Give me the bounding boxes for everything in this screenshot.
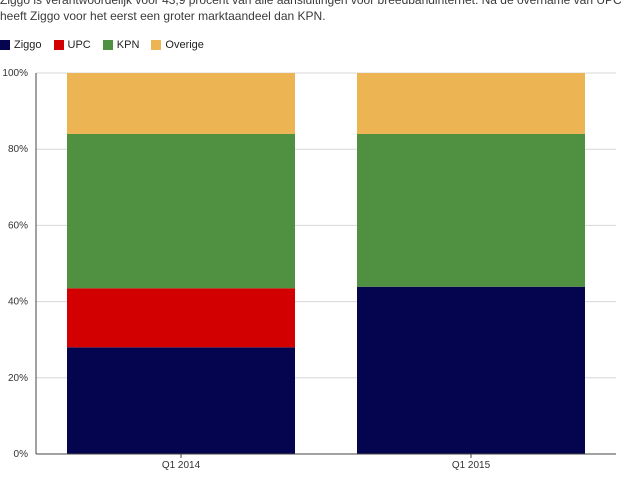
chart-subtitle: Ziggo is verantwoordelijk voor 43,9 proc… — [0, 0, 622, 23]
bar-segment-kpn-q1-2014 — [67, 133, 295, 289]
y-tick-label: 0% — [14, 449, 29, 460]
bar-segment-ziggo-q1-2015 — [357, 286, 585, 454]
legend-swatch-ziggo — [0, 40, 10, 50]
bar-segment-upc-q1-2014 — [67, 288, 295, 348]
bar-segment-kpn-q1-2015 — [357, 133, 585, 287]
bar-segment-overige-q1-2015 — [357, 73, 585, 134]
y-tick-label: 100% — [2, 68, 28, 79]
x-tick-label: Q1 2015 — [452, 460, 491, 471]
legend-swatch-overige — [151, 40, 162, 50]
y-tick-label: 80% — [8, 144, 28, 155]
legend-swatch-kpn — [102, 40, 113, 50]
legend-label-overige: Overige — [165, 39, 204, 51]
legend-item-overige: Overige — [151, 39, 204, 51]
legend-label-upc: UPC — [67, 39, 91, 51]
bar-segment-overige-q1-2014 — [67, 73, 295, 134]
y-tick-label: 60% — [8, 220, 28, 231]
y-tick-label: 40% — [8, 297, 28, 308]
x-tick-label: Q1 2014 — [162, 460, 201, 471]
legend-item-upc: UPC — [53, 39, 91, 51]
legend-label-ziggo: Ziggo — [14, 39, 42, 51]
legend-item-kpn: KPN — [102, 39, 140, 51]
legend-item-ziggo: Ziggo — [0, 39, 42, 51]
chart-legend: Ziggo UPC KPN Overige — [0, 38, 216, 52]
y-tick-label: 20% — [8, 373, 28, 384]
legend-label-kpn: KPN — [116, 39, 140, 51]
legend-swatch-upc — [53, 40, 64, 50]
bar-segment-ziggo-q1-2014 — [67, 347, 295, 454]
